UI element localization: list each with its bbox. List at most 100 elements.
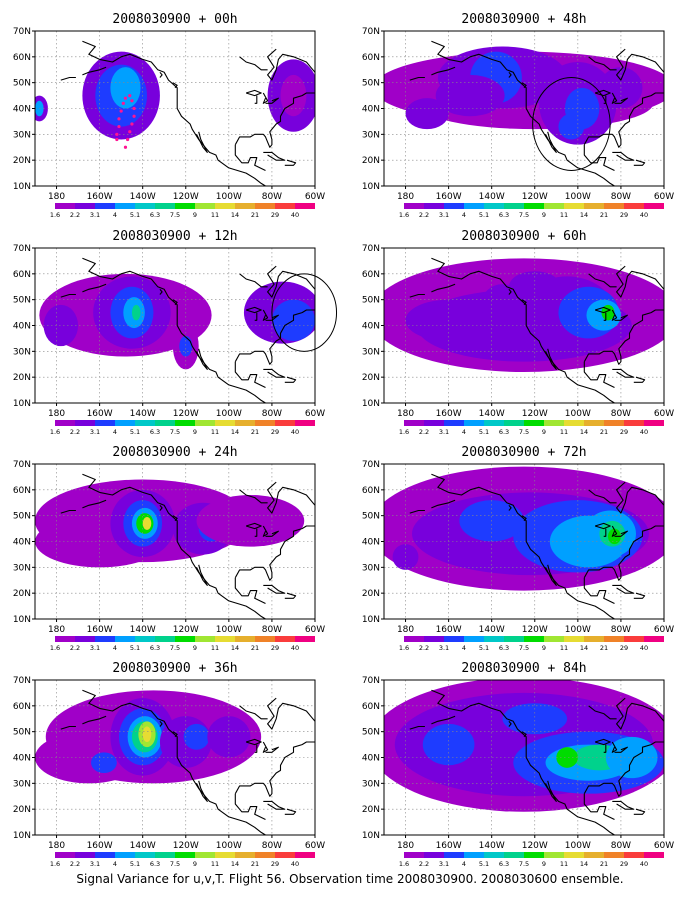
lat-tick-label: 50N — [362, 728, 380, 738]
colorbar-swatch — [155, 852, 175, 858]
coastline — [611, 525, 618, 537]
colorbar-swatch — [95, 420, 115, 426]
lat-tick-label: 60N — [13, 270, 31, 280]
coastline — [409, 76, 425, 81]
colorbar-label: 5.1 — [479, 211, 489, 219]
coastline — [234, 92, 315, 148]
variance-contour — [280, 74, 307, 117]
lat-tick-label: 40N — [362, 322, 380, 332]
lon-tick-label: 180 — [397, 625, 414, 635]
colorbar-label: 2.2 — [70, 644, 80, 652]
coastline — [583, 793, 615, 820]
lon-tick-label: 60W — [654, 409, 674, 419]
colorbar-swatch — [155, 420, 175, 426]
coastline — [594, 522, 611, 530]
variance-contour — [508, 271, 561, 303]
colorbar-swatch — [404, 636, 424, 642]
colorbar-label: 1.6 — [399, 644, 409, 652]
lat-tick-label: 10N — [13, 399, 31, 409]
colorbar-swatch — [384, 420, 404, 426]
coastline — [612, 800, 635, 810]
coastline — [196, 131, 208, 153]
colorbar-swatch — [624, 420, 644, 426]
colorbar-swatch — [135, 636, 155, 642]
colorbar-swatch — [35, 852, 55, 858]
coastline — [234, 309, 315, 365]
colorbar-swatch — [215, 420, 235, 426]
lon-tick-label: 80W — [262, 841, 282, 851]
colorbar-swatch — [444, 852, 464, 858]
coastline — [508, 720, 512, 727]
colorbar-swatch — [175, 852, 195, 858]
colorbar-label: 7.5 — [519, 211, 529, 219]
coastline — [545, 780, 557, 802]
coastline — [612, 151, 635, 161]
colorbar-label: 7.5 — [170, 644, 180, 652]
colorbar-swatch — [215, 852, 235, 858]
colorbar-label: 5.1 — [130, 211, 140, 219]
lon-tick-label: 100W — [216, 409, 242, 419]
coastline — [172, 82, 178, 89]
colorbar-label: 3.1 — [90, 860, 100, 868]
colorbar-swatch — [75, 636, 95, 642]
lon-tick-label: 160W — [87, 625, 113, 635]
lon-tick-label: 160W — [87, 841, 113, 851]
colorbar-swatch — [424, 203, 444, 209]
lon-tick-label: 120W — [173, 625, 199, 635]
coastline — [284, 159, 297, 166]
colorbar-label: 4 — [462, 428, 466, 436]
colorbar-swatch — [384, 203, 404, 209]
coastline — [60, 293, 76, 298]
coastline — [588, 273, 617, 288]
colorbar-label: 7.5 — [170, 860, 180, 868]
colorbar-swatch — [424, 636, 444, 642]
coastline — [196, 780, 208, 802]
colorbar-swatch — [235, 852, 255, 858]
coastline — [265, 746, 279, 753]
lon-tick-label: 160W — [436, 192, 462, 202]
colorbar-swatch — [464, 852, 484, 858]
lon-tick-label: 80W — [262, 625, 282, 635]
variance-contour — [502, 703, 568, 735]
colorbar-swatch — [135, 203, 155, 209]
lon-tick-label: 60W — [305, 192, 325, 202]
colorbar-label: 21 — [600, 428, 608, 436]
lon-tick-label: 80W — [611, 625, 631, 635]
lon-tick-label: 140W — [479, 409, 505, 419]
coastline — [60, 509, 76, 514]
panel-title: 2008030900 + 84h — [461, 661, 586, 676]
colorbar-label: 4 — [113, 211, 117, 219]
lat-tick-label: 20N — [362, 589, 380, 599]
coastline — [431, 715, 456, 725]
coastline — [262, 741, 269, 753]
coastline — [603, 528, 607, 537]
coastline — [159, 720, 163, 727]
lon-tick-label: 140W — [130, 625, 156, 635]
colorbar-swatch — [644, 420, 664, 426]
lon-tick-label: 140W — [130, 409, 156, 419]
colorbar-swatch — [255, 420, 275, 426]
lat-tick-label: 50N — [362, 296, 380, 306]
colorbar-label: 29 — [271, 860, 279, 868]
colorbar-swatch — [464, 636, 484, 642]
coastline — [611, 309, 618, 321]
lat-tick-label: 60N — [362, 53, 380, 63]
coastline — [262, 525, 269, 537]
lon-tick-label: 80W — [611, 192, 631, 202]
colorbar-label: 29 — [620, 644, 628, 652]
variance-field — [35, 479, 305, 568]
colorbar-swatch — [195, 420, 215, 426]
coastline — [60, 725, 76, 730]
colorbar-label: 7.5 — [519, 428, 529, 436]
colorbar-swatch — [584, 636, 604, 642]
lon-tick-label: 100W — [216, 841, 242, 851]
lon-tick-label: 180 — [48, 192, 65, 202]
colorbar: 1.6 2.2 3.1 4 5.1 6.3 7.5 9 11 14 21 29 40 — [35, 636, 315, 652]
lon-tick-label: 120W — [522, 625, 548, 635]
coastline — [82, 40, 266, 186]
colorbar-label: 21 — [251, 428, 259, 436]
lat-tick-label: 10N — [13, 182, 31, 192]
colorbar-swatch — [544, 203, 564, 209]
colorbar-label: 29 — [620, 428, 628, 436]
